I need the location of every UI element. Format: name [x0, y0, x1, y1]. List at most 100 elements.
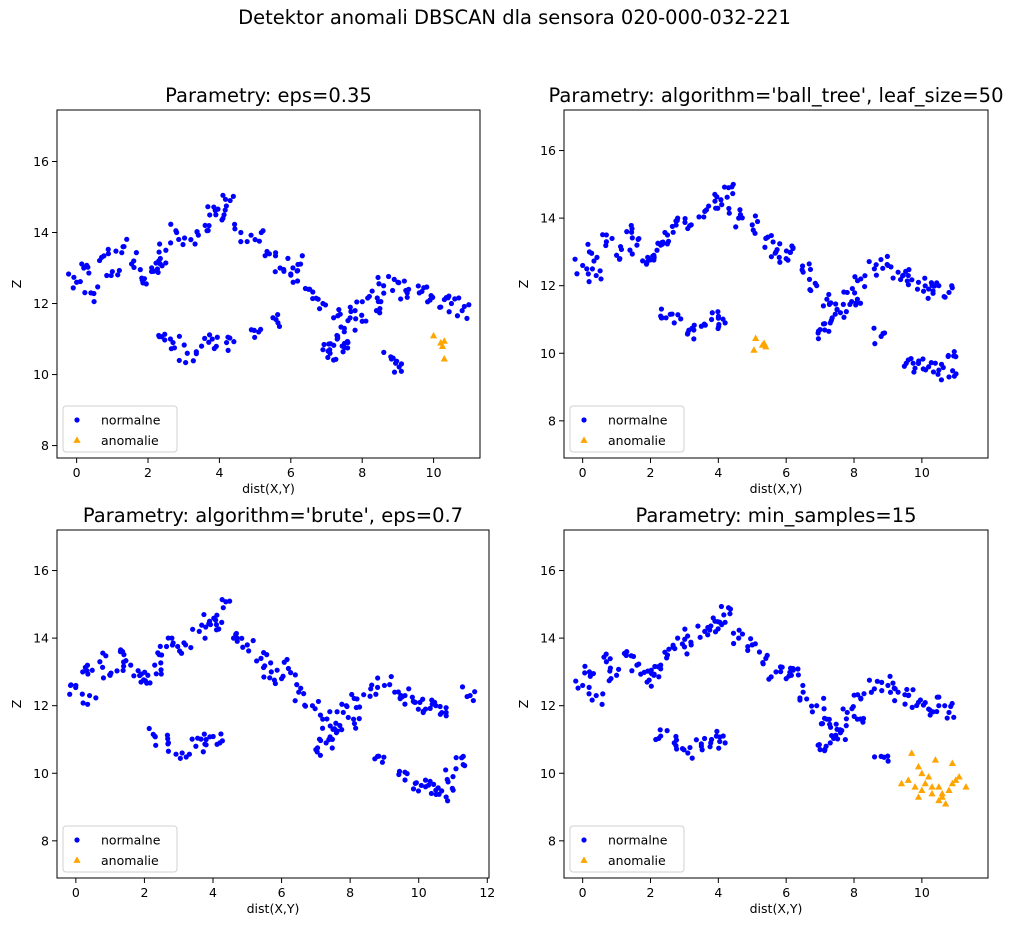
normal-point — [158, 671, 164, 677]
normal-point — [100, 675, 107, 681]
normal-point — [640, 258, 646, 264]
normal-point — [628, 229, 635, 235]
normal-point — [935, 371, 941, 377]
normal-point — [828, 317, 834, 323]
normal-point — [91, 298, 97, 305]
normal-point — [347, 315, 353, 321]
normal-point — [804, 696, 810, 702]
x-tick-label: 8 — [346, 885, 354, 900]
normal-point — [871, 266, 877, 272]
normal-point — [381, 754, 387, 760]
normal-point — [165, 736, 171, 742]
normal-point — [459, 755, 465, 761]
normal-point — [203, 624, 209, 630]
y-tick-label: 12 — [540, 278, 556, 293]
normal-point — [250, 638, 256, 644]
normal-point — [244, 642, 250, 648]
legend-normal-marker — [74, 837, 80, 843]
normal-point — [272, 680, 278, 687]
normal-point — [837, 727, 843, 733]
normal-point — [388, 673, 394, 680]
normal-point — [884, 253, 890, 260]
y-tick-label: 12 — [33, 698, 49, 713]
normal-point — [936, 367, 942, 373]
normal-point — [712, 198, 718, 204]
normal-point — [334, 709, 340, 715]
normal-point — [156, 652, 162, 658]
normal-point — [227, 598, 233, 604]
normal-point — [906, 692, 912, 698]
normal-point — [299, 253, 305, 259]
normal-point — [888, 264, 894, 270]
normal-point — [183, 754, 189, 760]
normal-point — [916, 358, 922, 364]
normal-point — [444, 798, 451, 804]
normal-point — [390, 287, 396, 294]
legend-anomaly-label: anomalie — [101, 853, 159, 868]
normal-point — [292, 672, 298, 678]
normal-point — [807, 266, 814, 273]
normal-point — [95, 284, 101, 290]
normal-point — [459, 308, 465, 314]
normal-point — [866, 258, 872, 265]
normal-point — [333, 720, 339, 726]
normal-point — [600, 691, 606, 697]
normal-point — [381, 290, 387, 296]
normal-point — [821, 695, 827, 701]
normal-point — [128, 662, 134, 668]
normal-point — [915, 279, 922, 285]
normal-point — [176, 357, 182, 364]
normal-point — [196, 628, 202, 634]
legend-anomaly-label: anomalie — [608, 433, 666, 448]
normal-point — [574, 271, 580, 277]
normal-point — [685, 225, 691, 232]
normal-point — [776, 254, 782, 261]
normal-point — [795, 672, 801, 678]
normal-point — [684, 651, 690, 657]
normal-point — [695, 623, 701, 629]
normal-point — [910, 360, 916, 366]
normal-point — [251, 327, 257, 333]
anomaly-point — [440, 354, 448, 362]
normal-point — [764, 652, 770, 658]
normal-point — [369, 288, 375, 294]
normal-point — [914, 702, 920, 709]
x-tick-label: 0 — [579, 465, 587, 480]
normal-point — [678, 316, 684, 322]
chart-panel-2: Parametry: algorithm='ball_tree', leaf_s… — [516, 84, 1004, 496]
x-tick-label: 6 — [782, 885, 790, 900]
normal-point — [466, 302, 472, 308]
normal-point — [373, 691, 379, 697]
normal-point — [317, 712, 324, 718]
normal-point — [314, 749, 320, 755]
normal-point — [597, 268, 603, 274]
normal-point — [343, 703, 349, 709]
normal-point — [914, 286, 921, 292]
x-tick-label: 6 — [782, 465, 790, 480]
normal-point — [673, 737, 680, 743]
normal-point — [942, 703, 948, 709]
normal-point — [681, 644, 688, 650]
normal-point — [350, 716, 357, 722]
normal-point — [800, 682, 806, 689]
normal-point — [379, 759, 386, 765]
normal-point — [420, 696, 426, 702]
normal-point — [752, 641, 758, 647]
normal-point — [917, 697, 924, 703]
normal-point — [627, 247, 633, 253]
legend-box — [62, 405, 178, 453]
anomaly-point — [955, 773, 963, 780]
normal-point — [840, 706, 846, 712]
normal-point — [387, 682, 393, 688]
normal-point — [348, 308, 354, 315]
normal-point — [294, 268, 300, 274]
anomaly-point — [914, 793, 923, 800]
normal-point — [453, 755, 459, 761]
normal-point — [613, 672, 620, 678]
normal-point — [240, 644, 246, 650]
normal-point — [193, 743, 199, 749]
normal-point — [827, 300, 833, 306]
normal-point — [320, 347, 326, 353]
normal-point — [223, 203, 229, 209]
normal-point — [799, 263, 806, 269]
